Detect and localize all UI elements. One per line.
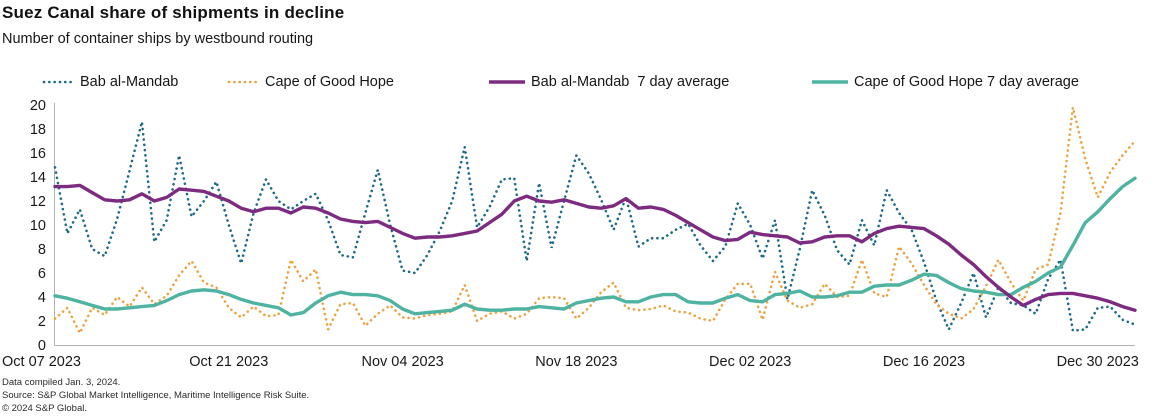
legend-label: Cape of Good Hope: [265, 74, 394, 90]
series-line-cape-of-good-hope-7-day-average: [53, 176, 1137, 317]
series-line-bab-al-mandab: [53, 121, 1137, 333]
series-line-bab-al-mandab-7-day-average: [53, 183, 1137, 312]
legend-label: Bab al-Mandab 7 day average: [531, 74, 730, 90]
y-tick-label: 8: [38, 242, 46, 258]
chart-title: Suez Canal share of shipments in decline: [2, 3, 345, 22]
legend-label: Cape of Good Hope 7 day average: [854, 74, 1079, 90]
y-tick-label: 16: [30, 146, 46, 162]
x-tick-label: Dec 16 2023: [883, 354, 965, 370]
legend-swatch-solid-icon: [487, 73, 527, 91]
series-line-cape-of-good-hope: [53, 107, 1137, 336]
x-tick-label: Nov 18 2023: [535, 354, 617, 370]
legend-swatch-dotted-icon: [227, 73, 261, 91]
footnote-source: Source: S&P Global Market Intelligence, …: [2, 390, 310, 401]
x-tick-label: Oct 21 2023: [189, 354, 268, 370]
legend-item-cape-of-good-hope-7day: Cape of Good Hope 7 day average: [810, 72, 1079, 92]
legend-item-bab-al-mandab-7day: Bab al-Mandab 7 day average: [487, 72, 729, 92]
x-tick-label: Dec 02 2023: [709, 354, 791, 370]
x-tick-label: Oct 07 2023: [2, 354, 81, 370]
y-tick-label: 0: [38, 338, 46, 354]
x-axis-labels: Oct 07 2023 Oct 21 2023 Nov 04 2023 Nov 18 …: [2, 354, 1139, 370]
footnote-copyright: © 2024 S&P Global.: [2, 403, 87, 414]
x-tick-label: Nov 04 2023: [361, 354, 443, 370]
footnote-compiled: Data compiled Jan. 3, 2024.: [2, 377, 121, 388]
x-tick-label: Dec 30 2023: [1057, 354, 1139, 370]
y-tick-label: 10: [30, 218, 46, 234]
legend-label: Bab al-Mandab: [80, 74, 179, 90]
legend-swatch-solid-icon: [810, 73, 850, 91]
y-tick-label: 18: [30, 122, 46, 138]
axes: [54, 103, 1135, 346]
y-tick-label: 2: [38, 314, 46, 330]
y-tick-label: 20: [30, 98, 46, 114]
y-tick-label: 4: [38, 290, 46, 306]
y-tick-label: 14: [30, 170, 46, 186]
y-tick-label: 6: [38, 266, 46, 282]
y-axis-labels: 0 2 4 6 8 10 12 14 16 18 20: [30, 98, 46, 354]
legend-item-cape-of-good-hope: Cape of Good Hope: [227, 72, 394, 92]
y-tick-label: 12: [30, 194, 46, 210]
legend: Bab al-Mandab Cape of Good Hope Bab al-M…: [0, 72, 1162, 94]
chart-subtitle: Number of container ships by westbound r…: [2, 31, 314, 47]
footnotes: Data compiled Jan. 3, 2024. Source: S&P …: [2, 376, 309, 415]
line-chart: 0 2 4 6 8 10 12 14 16 18 20 Oct 07 2023 Oct 21 2023 N…: [2, 98, 1139, 370]
legend-swatch-dotted-icon: [42, 73, 76, 91]
legend-item-bab-al-mandab: Bab al-Mandab: [42, 72, 178, 92]
